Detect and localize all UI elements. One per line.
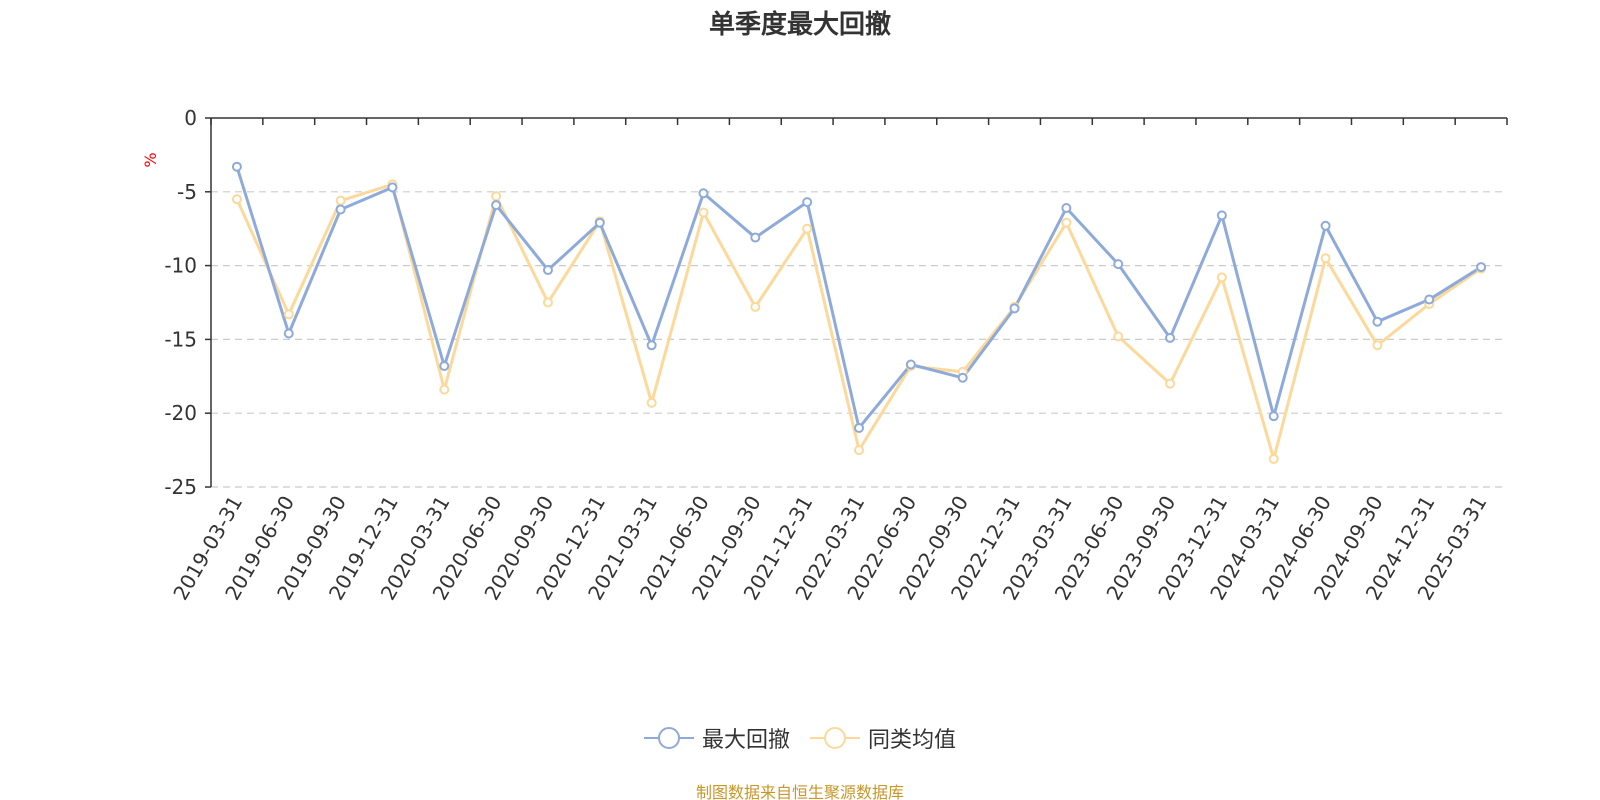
y-tick-label: -15	[164, 327, 197, 351]
series-1-point	[1061, 203, 1072, 214]
legend-item-series-1[interactable]: 最大回撤	[643, 722, 790, 754]
y-tick-label: -20	[164, 401, 197, 425]
series-1-point	[905, 359, 916, 370]
series-2-point	[439, 384, 450, 395]
series-1-point	[542, 265, 553, 276]
series-1-point	[646, 340, 657, 351]
series-1-point	[854, 422, 864, 433]
y-tick-label: -25	[164, 475, 197, 499]
legend-item-series-2[interactable]: 同类均值	[810, 722, 956, 754]
series-1-point	[1216, 210, 1227, 221]
series-2-point	[1165, 378, 1176, 389]
series-1-point	[439, 360, 450, 371]
series-1-point	[594, 217, 605, 228]
series-1-point	[750, 232, 761, 243]
series-2-point	[1268, 453, 1279, 464]
series-1-point	[1320, 220, 1331, 231]
series-1-point	[1113, 259, 1124, 270]
series-1-point	[335, 204, 346, 215]
series-2-point	[1216, 272, 1227, 283]
y-tick-label: 0	[184, 106, 197, 130]
series-2-point	[1372, 340, 1383, 351]
series-1-point	[1372, 316, 1383, 327]
series-2-point	[802, 223, 813, 234]
chart-title: 单季度最大回撤	[708, 10, 891, 40]
series-1-point	[283, 328, 294, 339]
series-1-point	[802, 197, 813, 208]
series-line-1	[235, 166, 1482, 430]
y-axis-unit-label: %	[141, 152, 160, 167]
series-1-point	[231, 161, 242, 172]
series-2-point	[283, 309, 294, 320]
series-2-point	[491, 191, 502, 202]
legend: 最大回撤 同类均值	[0, 722, 1600, 754]
series-1-point	[698, 188, 709, 199]
series-2-point	[698, 207, 709, 218]
series-1-point	[1424, 294, 1435, 305]
source-note: 制图数据来自恒生聚源数据库	[695, 783, 904, 800]
legend-label-series-1: 最大回撤	[701, 728, 790, 753]
series-2-point	[1320, 253, 1331, 264]
y-tick-label: -5	[177, 180, 197, 204]
series-1-point	[1476, 262, 1487, 273]
series-2-point	[335, 195, 346, 206]
series-line-2	[235, 182, 1482, 461]
series-1-point	[1009, 303, 1020, 314]
series-2-point	[542, 297, 553, 308]
series-2-point	[854, 445, 864, 456]
series-1-point	[1165, 332, 1176, 343]
series-1-point	[491, 200, 502, 211]
legend-label-series-2: 同类均值	[868, 728, 957, 753]
legend-swatch-series-2	[810, 727, 860, 749]
y-tick-label: -10	[164, 254, 197, 278]
series-2-point	[1113, 331, 1124, 342]
series-2-point	[1061, 217, 1072, 228]
series-2-point	[231, 194, 242, 205]
series-2-point	[750, 301, 761, 312]
series-2-point	[646, 397, 657, 408]
series-1-point	[387, 182, 398, 193]
legend-swatch-series-1	[643, 727, 694, 749]
series-1-point	[957, 372, 968, 383]
series-1-point	[1268, 411, 1279, 422]
